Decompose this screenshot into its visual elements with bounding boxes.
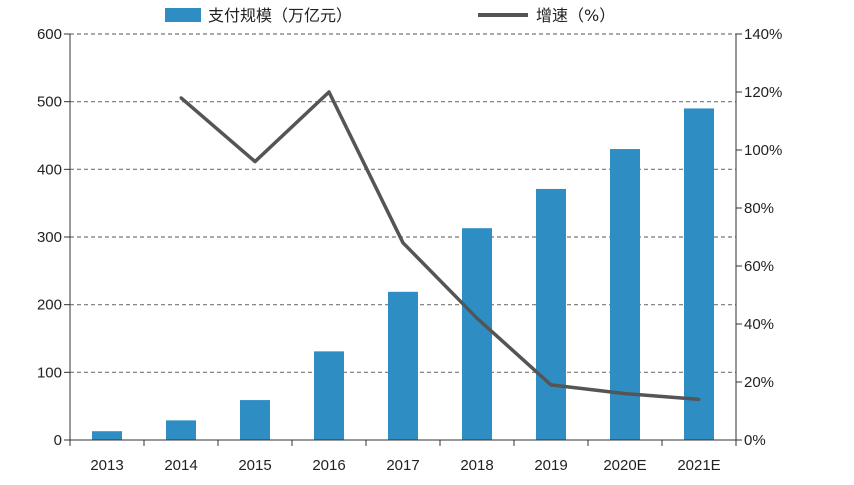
x-tick-label: 2017: [386, 457, 419, 474]
growth-point: [475, 316, 479, 320]
x-tick-label: 2018: [460, 457, 493, 474]
bar: [166, 420, 196, 440]
bar-series: [92, 108, 714, 441]
bar: [92, 431, 122, 440]
right-tick-label: 100%: [744, 142, 782, 159]
bar: [240, 400, 270, 440]
right-axis-ticks: 0% 20% 40% 60% 80% 100% 120% 140%: [736, 26, 782, 449]
bar: [314, 351, 344, 440]
bar: [684, 108, 714, 440]
right-tick-label: 120%: [744, 84, 782, 101]
growth-point: [401, 241, 405, 245]
growth-point: [623, 392, 627, 396]
x-tick-label: 2015: [238, 457, 271, 474]
left-tick-label: 100: [37, 364, 62, 381]
bar: [462, 228, 492, 440]
left-axis-ticks: 0 100 200 300 400 500 600: [37, 26, 70, 449]
x-tick-label: 2021E: [677, 457, 720, 474]
right-tick-label: 140%: [744, 26, 782, 43]
right-tick-label: 0%: [744, 432, 766, 449]
growth-line: [179, 90, 700, 402]
legend-bar-label: 支付规模（万亿元）: [208, 6, 352, 25]
growth-point: [253, 160, 257, 164]
line-series: [179, 90, 701, 402]
bar: [610, 149, 640, 441]
growth-point: [697, 397, 701, 401]
left-tick-label: 600: [37, 26, 62, 43]
growth-point: [549, 383, 553, 387]
x-tick-label: 2019: [534, 457, 567, 474]
x-axis-ticks: 2013 2014 2015 2016 2017 2018 2019 2020E 2021E: [90, 457, 720, 474]
left-tick-label: 500: [37, 94, 62, 111]
left-tick-label: 0: [54, 432, 62, 449]
x-tick-label: 2013: [90, 457, 123, 474]
left-tick-label: 200: [37, 297, 62, 314]
x-tick-label: 2014: [164, 457, 197, 474]
x-tick-label: 2020E: [603, 457, 646, 474]
right-tick-label: 20%: [744, 374, 774, 391]
left-tick-label: 300: [37, 229, 62, 246]
left-tick-label: 400: [37, 161, 62, 178]
growth-point: [327, 90, 331, 94]
bar: [536, 188, 566, 440]
right-tick-label: 80%: [744, 200, 774, 217]
growth-point: [179, 96, 183, 100]
legend-line-label: 增速（%）: [536, 6, 615, 25]
x-tick-label: 2016: [312, 457, 345, 474]
legend: 支付规模（万亿元） 增速（%）: [165, 6, 615, 25]
bar: [388, 291, 418, 440]
right-tick-label: 60%: [744, 258, 774, 275]
legend-bar-swatch: [165, 8, 201, 22]
right-tick-label: 40%: [744, 316, 774, 333]
